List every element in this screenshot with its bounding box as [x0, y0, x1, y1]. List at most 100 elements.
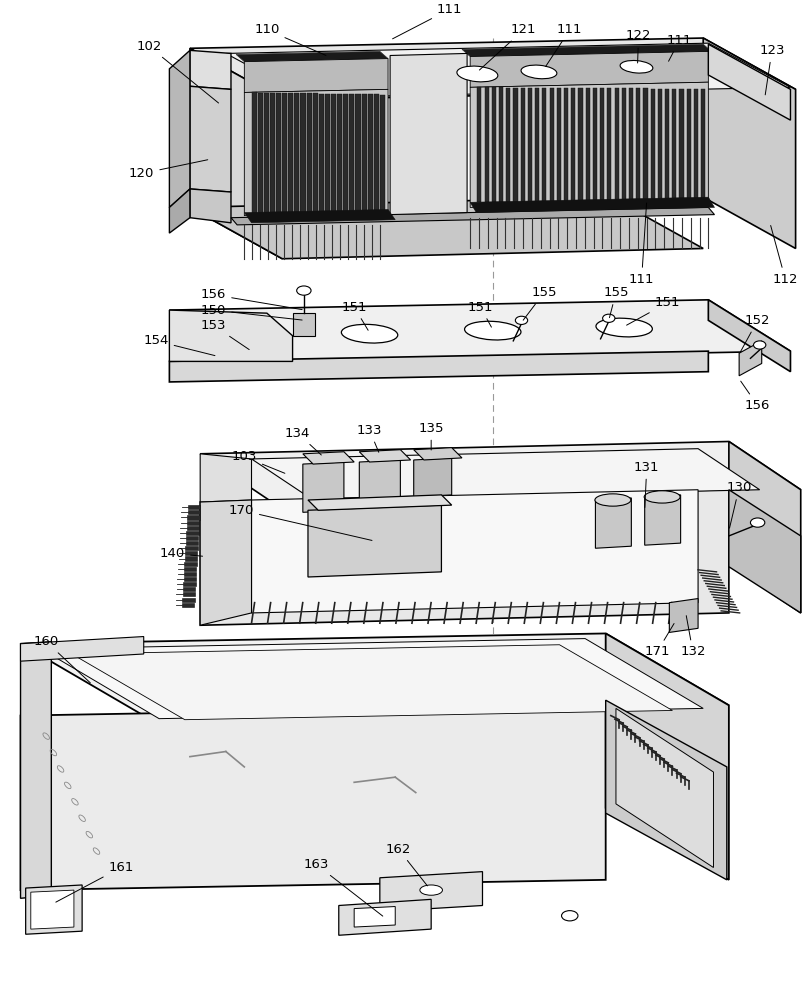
Polygon shape [616, 708, 714, 868]
Polygon shape [485, 87, 489, 202]
Polygon shape [169, 50, 190, 207]
Polygon shape [593, 88, 597, 202]
Polygon shape [687, 89, 691, 202]
Text: 123: 123 [759, 44, 785, 95]
Polygon shape [264, 93, 269, 213]
Polygon shape [169, 300, 791, 361]
Polygon shape [236, 51, 388, 62]
Polygon shape [521, 88, 525, 202]
Polygon shape [586, 88, 590, 202]
Polygon shape [669, 599, 698, 632]
Polygon shape [414, 448, 462, 460]
Ellipse shape [457, 66, 498, 82]
Text: 122: 122 [626, 29, 651, 63]
Polygon shape [462, 44, 711, 57]
Polygon shape [182, 603, 195, 607]
Text: 102: 102 [136, 40, 218, 103]
Polygon shape [350, 94, 354, 213]
Polygon shape [251, 449, 760, 500]
Polygon shape [184, 567, 196, 571]
Polygon shape [244, 89, 388, 216]
Polygon shape [200, 500, 251, 625]
Polygon shape [694, 89, 698, 202]
Text: 160: 160 [33, 635, 90, 683]
Polygon shape [187, 515, 200, 520]
Polygon shape [20, 642, 51, 898]
Ellipse shape [521, 65, 557, 79]
Polygon shape [184, 562, 197, 566]
Polygon shape [200, 490, 729, 625]
Polygon shape [303, 452, 354, 464]
Polygon shape [380, 872, 483, 912]
Text: 134: 134 [285, 427, 321, 455]
Ellipse shape [465, 321, 521, 340]
Polygon shape [190, 50, 231, 89]
Polygon shape [200, 454, 251, 502]
Polygon shape [187, 510, 200, 514]
Polygon shape [72, 645, 672, 720]
Text: 171: 171 [644, 624, 674, 658]
Ellipse shape [753, 341, 766, 349]
Polygon shape [629, 88, 633, 202]
Polygon shape [276, 93, 281, 213]
Polygon shape [528, 88, 532, 202]
Polygon shape [355, 94, 361, 213]
Text: 153: 153 [201, 319, 249, 350]
Text: 111: 111 [546, 23, 582, 67]
Polygon shape [186, 541, 198, 545]
Text: 130: 130 [727, 481, 752, 528]
Polygon shape [380, 95, 385, 213]
Polygon shape [190, 86, 231, 192]
Polygon shape [470, 82, 708, 207]
Polygon shape [600, 88, 604, 202]
Text: 103: 103 [232, 450, 285, 473]
Polygon shape [231, 207, 714, 225]
Text: 156: 156 [740, 381, 770, 412]
Polygon shape [325, 94, 330, 213]
Text: 121: 121 [479, 23, 536, 70]
Ellipse shape [644, 491, 680, 503]
Polygon shape [185, 551, 197, 555]
Polygon shape [414, 458, 452, 497]
Ellipse shape [297, 286, 311, 295]
Polygon shape [187, 526, 199, 530]
Polygon shape [658, 89, 662, 202]
Polygon shape [200, 441, 800, 502]
Polygon shape [672, 89, 676, 202]
Ellipse shape [595, 494, 631, 506]
Polygon shape [31, 890, 74, 929]
Polygon shape [650, 89, 654, 202]
Polygon shape [739, 341, 762, 376]
Polygon shape [470, 51, 708, 87]
Polygon shape [359, 460, 401, 510]
Polygon shape [729, 490, 800, 613]
Text: 111: 111 [393, 3, 462, 39]
Polygon shape [606, 633, 729, 880]
Polygon shape [615, 88, 619, 202]
Text: 112: 112 [770, 226, 798, 286]
Text: 111: 111 [667, 34, 693, 61]
Polygon shape [578, 88, 582, 202]
Polygon shape [606, 700, 727, 880]
Polygon shape [506, 88, 510, 202]
Polygon shape [499, 87, 503, 202]
Polygon shape [183, 587, 195, 591]
Text: 156: 156 [201, 288, 303, 310]
Polygon shape [374, 94, 379, 213]
Polygon shape [190, 48, 282, 259]
Ellipse shape [750, 518, 765, 527]
Polygon shape [729, 441, 800, 613]
Polygon shape [607, 88, 611, 202]
Ellipse shape [603, 314, 615, 322]
Ellipse shape [341, 324, 397, 343]
Polygon shape [20, 705, 606, 890]
Polygon shape [312, 93, 318, 213]
Polygon shape [307, 93, 311, 213]
Polygon shape [331, 94, 336, 213]
Text: 150: 150 [201, 304, 303, 320]
Polygon shape [362, 94, 367, 213]
Polygon shape [190, 197, 703, 259]
Polygon shape [390, 53, 467, 215]
Text: 151: 151 [341, 301, 368, 330]
Polygon shape [343, 94, 348, 213]
